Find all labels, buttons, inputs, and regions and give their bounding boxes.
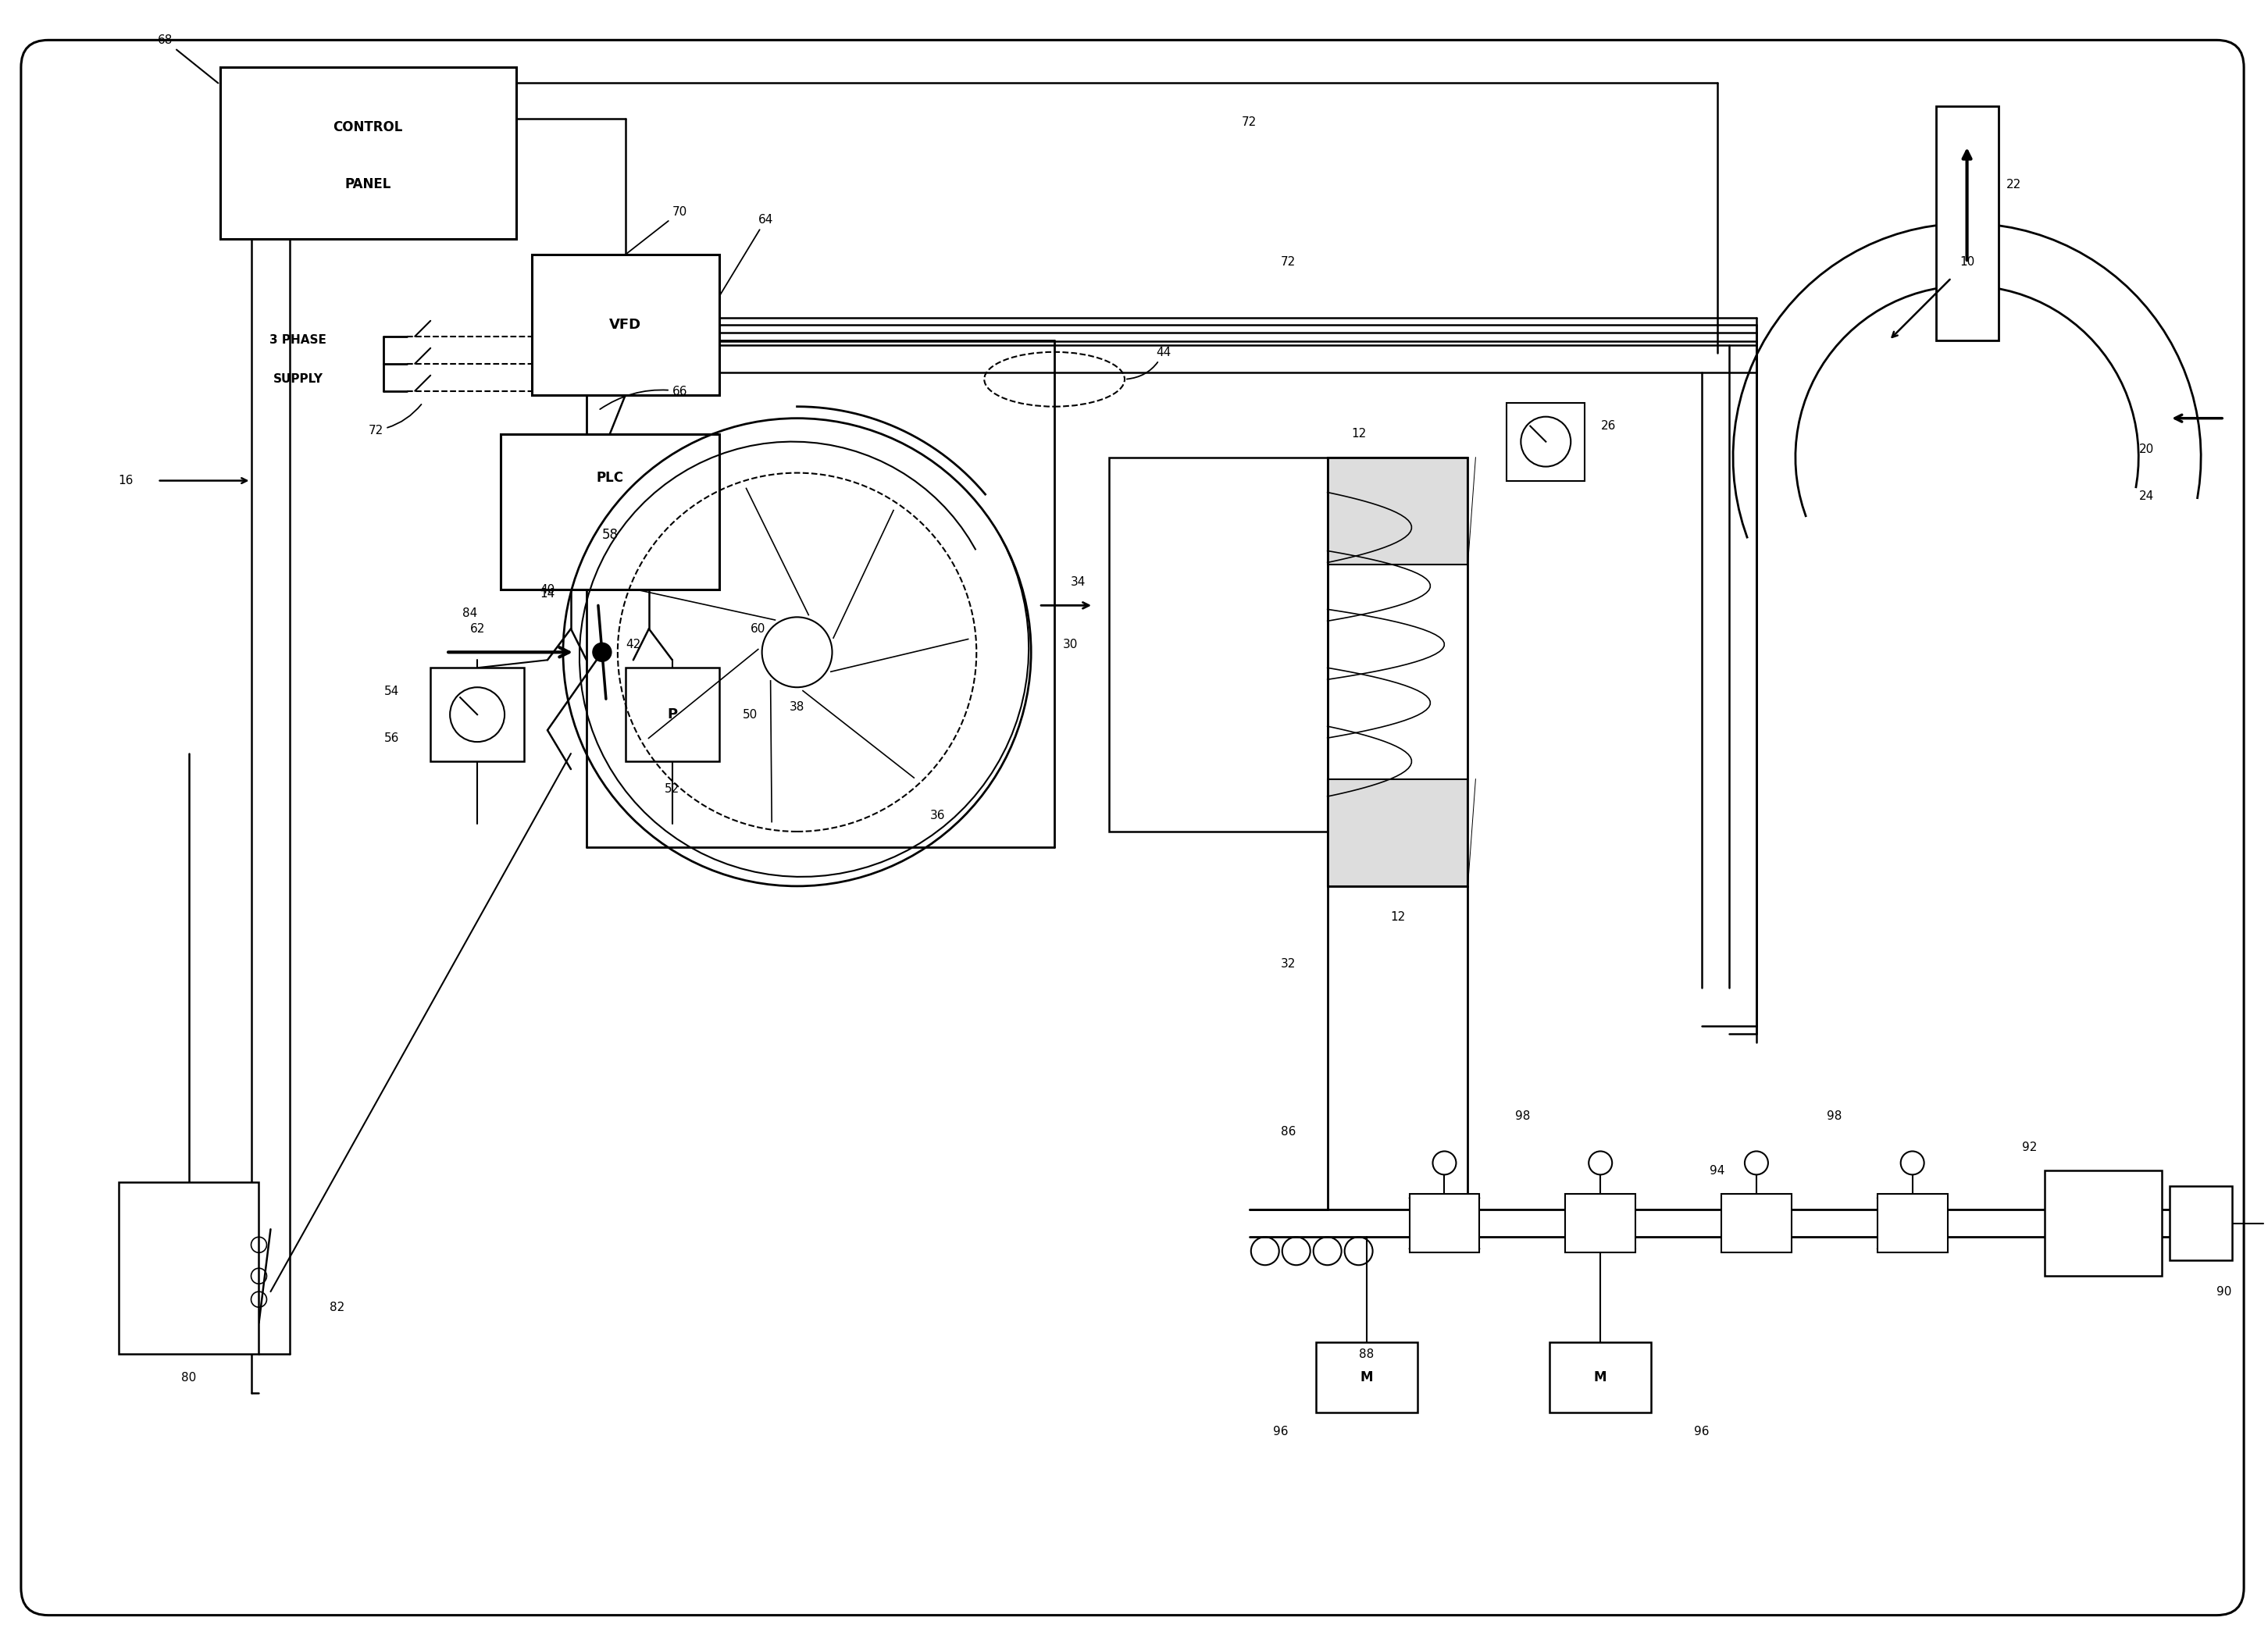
Text: 96: 96 — [1694, 1426, 1710, 1438]
Text: 30: 30 — [1061, 638, 1077, 650]
Bar — [1327, 457, 1467, 565]
Text: 70: 70 — [628, 207, 687, 254]
Text: 72: 72 — [367, 404, 422, 436]
Bar — [1878, 1195, 1948, 1252]
Text: 68: 68 — [156, 34, 218, 83]
Bar — [431, 667, 524, 762]
Text: 36: 36 — [930, 811, 946, 822]
Text: 96: 96 — [1272, 1426, 1288, 1438]
Text: 42: 42 — [626, 638, 640, 650]
Bar — [1549, 1343, 1651, 1413]
Text: 38: 38 — [789, 702, 805, 713]
Text: 50: 50 — [742, 708, 758, 721]
Text: M: M — [1594, 1371, 1606, 1384]
Bar — [2170, 1187, 2232, 1260]
Text: 84: 84 — [463, 607, 476, 619]
Bar — [1408, 1195, 1479, 1252]
Bar — [1721, 1195, 1792, 1252]
Text: 88: 88 — [1359, 1348, 1374, 1359]
Text: 12: 12 — [1352, 428, 1365, 440]
Bar — [501, 433, 719, 589]
Bar — [1109, 457, 1327, 832]
Text: PANEL: PANEL — [345, 177, 392, 190]
Text: 40: 40 — [540, 584, 556, 596]
Text: 52: 52 — [665, 783, 680, 794]
Bar — [1327, 457, 1467, 886]
Bar — [1565, 1195, 1635, 1252]
Text: 64: 64 — [721, 213, 773, 295]
Text: 98: 98 — [1515, 1110, 1531, 1122]
Circle shape — [1901, 1151, 1923, 1175]
Text: 58: 58 — [601, 527, 619, 542]
Text: 10: 10 — [1960, 257, 1975, 269]
Text: 24: 24 — [2139, 490, 2155, 501]
Text: 72: 72 — [1243, 116, 1256, 129]
Text: 14: 14 — [540, 588, 556, 599]
Text: 3 PHASE: 3 PHASE — [270, 334, 327, 347]
Text: 22: 22 — [2005, 179, 2021, 190]
Circle shape — [1744, 1151, 1769, 1175]
Text: 94: 94 — [1710, 1166, 1726, 1177]
Bar — [1937, 106, 1998, 340]
Text: 34: 34 — [1070, 576, 1086, 588]
Bar — [533, 254, 719, 396]
Text: 26: 26 — [1601, 420, 1615, 431]
Circle shape — [592, 643, 612, 661]
Text: M: M — [1361, 1371, 1372, 1384]
Text: 72: 72 — [1281, 257, 1295, 269]
Text: 86: 86 — [1281, 1127, 1295, 1138]
Bar — [626, 667, 719, 762]
Bar — [2046, 1171, 2161, 1276]
Text: 66: 66 — [601, 386, 687, 409]
Text: PLC: PLC — [596, 470, 624, 485]
FancyBboxPatch shape — [20, 41, 2243, 1615]
Text: 62: 62 — [469, 624, 485, 635]
Circle shape — [1588, 1151, 1613, 1175]
Text: 16: 16 — [118, 475, 134, 487]
Text: P: P — [667, 708, 678, 721]
Text: 90: 90 — [2216, 1286, 2232, 1298]
Text: 92: 92 — [2021, 1141, 2037, 1153]
Text: 98: 98 — [1826, 1110, 1842, 1122]
Text: 54: 54 — [383, 685, 399, 697]
Text: 12: 12 — [1390, 912, 1406, 923]
Text: 44: 44 — [1127, 347, 1170, 379]
Text: 60: 60 — [751, 624, 767, 635]
Bar — [1315, 1343, 1418, 1413]
Bar — [220, 67, 517, 239]
Circle shape — [1433, 1151, 1456, 1175]
Text: 80: 80 — [181, 1371, 197, 1384]
Bar — [1327, 778, 1467, 886]
Text: 82: 82 — [329, 1301, 345, 1314]
Bar — [118, 1182, 259, 1354]
Text: 32: 32 — [1281, 959, 1295, 970]
Text: VFD: VFD — [610, 317, 642, 332]
Bar — [1506, 402, 1585, 480]
Text: CONTROL: CONTROL — [333, 120, 404, 135]
Text: 20: 20 — [2139, 443, 2155, 456]
Text: 56: 56 — [383, 733, 399, 744]
Text: SUPPLY: SUPPLY — [272, 373, 322, 386]
